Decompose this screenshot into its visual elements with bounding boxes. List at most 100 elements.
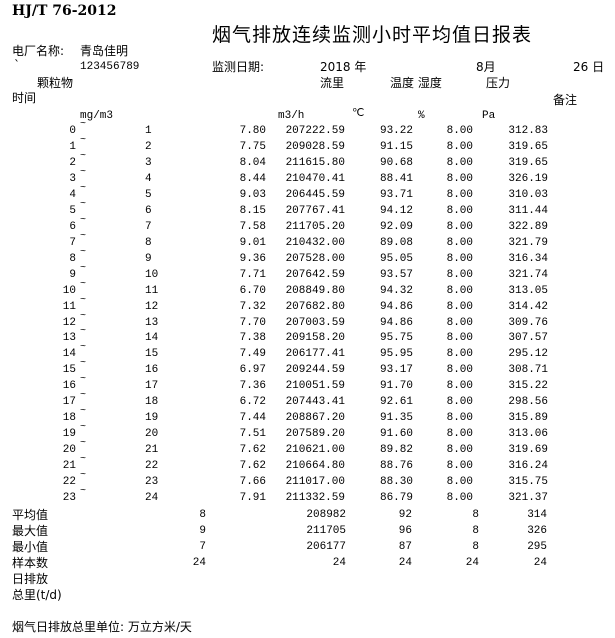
tilde-separator: ~	[80, 246, 87, 258]
pressure-value: 313.05	[508, 284, 548, 297]
flow-value: 207528.00	[285, 252, 345, 265]
humidity-value: 8.00	[446, 444, 473, 457]
tilde-separator: ~	[80, 262, 87, 274]
pressure-value: 24	[533, 557, 547, 569]
hour-start: 23	[62, 492, 76, 505]
plant-name: 青岛佳明	[80, 44, 129, 58]
flow-value: 210470.41	[285, 172, 345, 185]
tilde-separator: ~	[80, 326, 87, 338]
date-day: 26 日	[573, 60, 605, 74]
flow-value: 210664.80	[285, 460, 345, 473]
temp-value: 92	[398, 509, 412, 521]
temp-value: 87	[398, 541, 412, 553]
temp-value: 90.68	[379, 156, 413, 169]
tilde-separator: ~	[80, 486, 87, 498]
hour-end: 6	[145, 204, 152, 217]
tilde-separator: ~	[80, 166, 87, 178]
particulate-value: 8	[199, 509, 206, 521]
summary-label: 平均值	[12, 508, 49, 522]
humidity-value: 8.00	[446, 268, 473, 281]
pressure-value: 322.89	[508, 220, 548, 233]
hour-end: 7	[145, 220, 152, 233]
temp-value: 91.15	[379, 140, 413, 153]
humidity-value: 8.00	[446, 140, 473, 153]
humidity-value: 8.00	[446, 332, 473, 345]
tilde-separator: ~	[80, 198, 87, 210]
pressure-value: 312.83	[508, 125, 548, 137]
flow-value: 207767.41	[285, 204, 345, 217]
temp-value: 95.95	[379, 348, 413, 361]
particulate-value: 7.44	[239, 412, 266, 425]
particulate-value: 6.97	[239, 364, 266, 377]
particulate-value: 7.38	[239, 332, 266, 345]
temp-value: 88.30	[379, 476, 413, 489]
pressure-value: 319.65	[508, 156, 548, 169]
particulate-value: 7	[199, 541, 206, 553]
temp-value: 91.60	[379, 428, 413, 441]
tilde-separator: ~	[80, 422, 87, 434]
flow-value: 206445.59	[285, 188, 345, 201]
flow-value: 208982	[306, 509, 346, 521]
temp-value: 89.08	[379, 236, 413, 249]
temp-value: 88.76	[379, 460, 413, 473]
date-month: 8月	[476, 60, 496, 74]
hour-start: 19	[62, 428, 76, 441]
flow-value: 211705	[306, 525, 346, 537]
particulate-value: 7.58	[239, 220, 266, 233]
humidity-value: 8.00	[446, 412, 473, 425]
particulate-value: 7.80	[239, 125, 266, 137]
unit-temp: ℃	[352, 108, 365, 120]
flow-value: 209158.20	[285, 332, 345, 345]
temp-value: 93.17	[379, 364, 413, 377]
pressure-value: 314.42	[508, 300, 548, 313]
hour-start: 0	[69, 125, 76, 137]
hour-start: 21	[62, 460, 76, 473]
hour-end: 16	[145, 364, 159, 377]
hour-end: 17	[145, 380, 159, 393]
particulate-value: 7.36	[239, 380, 266, 393]
humidity-value: 8.00	[446, 364, 473, 377]
col-particulate: 颗粒物	[37, 76, 74, 90]
humidity-value: 8	[472, 541, 479, 553]
tilde-separator: ~	[80, 294, 87, 306]
flow-value: 206177	[306, 541, 346, 553]
date-label: 监测日期:	[212, 60, 265, 74]
temp-value: 95.75	[379, 332, 413, 345]
flow-value: 207642.59	[285, 268, 345, 281]
hour-start: 6	[69, 220, 76, 233]
pressure-value: 310.03	[508, 188, 548, 201]
flow-value: 208867.20	[285, 412, 345, 425]
particulate-value: 8.04	[239, 156, 266, 169]
particulate-value: 9.01	[239, 236, 266, 249]
humidity-value: 24	[465, 557, 479, 569]
flow-value: 211705.20	[285, 220, 345, 233]
col-flow: 流里	[320, 76, 345, 90]
hour-end: 20	[145, 428, 159, 441]
tilde-separator: ~	[80, 214, 87, 226]
temp-value: 92.61	[379, 396, 413, 409]
pressure-value: 319.65	[508, 140, 548, 153]
hour-start: 16	[62, 380, 76, 393]
particulate-value: 6.72	[239, 396, 266, 409]
particulate-value: 24	[192, 557, 206, 569]
particulate-value: 7.51	[239, 428, 266, 441]
pressure-value: 313.06	[508, 428, 548, 441]
hour-start: 18	[62, 412, 76, 425]
hour-start: 22	[62, 476, 76, 489]
temp-value: 24	[398, 557, 412, 569]
temp-value: 94.86	[379, 316, 413, 329]
tilde-separator: ~	[80, 342, 87, 354]
hour-start: 5	[69, 204, 76, 217]
particulate-value: 7.71	[239, 268, 266, 281]
flow-value: 210432.00	[285, 236, 345, 249]
humidity-value: 8.00	[446, 476, 473, 489]
humidity-value: 8.00	[446, 316, 473, 329]
pressure-value: 319.69	[508, 444, 548, 457]
plant-label: 电厂名称:	[12, 44, 65, 58]
hour-start: 11	[62, 300, 76, 313]
particulate-value: 7.91	[239, 492, 266, 505]
pressure-value: 316.24	[508, 460, 548, 473]
hour-end: 12	[145, 300, 159, 313]
tilde-separator: ~	[80, 134, 87, 146]
summary-label: 最小值	[12, 540, 49, 554]
